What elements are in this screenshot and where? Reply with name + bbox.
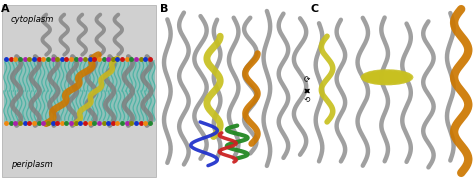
Circle shape xyxy=(378,74,395,81)
Circle shape xyxy=(378,74,395,81)
Circle shape xyxy=(371,75,388,82)
Circle shape xyxy=(393,77,410,83)
Circle shape xyxy=(378,74,395,81)
Circle shape xyxy=(378,74,395,81)
Circle shape xyxy=(376,79,393,85)
Circle shape xyxy=(380,76,397,83)
Circle shape xyxy=(386,70,403,76)
Circle shape xyxy=(382,76,399,83)
Circle shape xyxy=(370,75,387,81)
Circle shape xyxy=(386,78,403,85)
Circle shape xyxy=(387,73,404,80)
Circle shape xyxy=(378,74,395,81)
Text: C: C xyxy=(310,4,319,14)
Circle shape xyxy=(378,74,395,81)
Circle shape xyxy=(386,75,403,82)
Circle shape xyxy=(378,74,395,81)
Circle shape xyxy=(378,74,395,81)
Circle shape xyxy=(378,74,395,81)
Circle shape xyxy=(381,79,398,85)
Circle shape xyxy=(381,69,398,76)
Circle shape xyxy=(378,74,395,81)
Circle shape xyxy=(382,72,399,78)
Circle shape xyxy=(387,74,404,81)
Circle shape xyxy=(378,74,395,81)
Circle shape xyxy=(378,74,395,81)
Circle shape xyxy=(375,72,392,78)
Circle shape xyxy=(378,74,395,81)
Circle shape xyxy=(378,74,395,81)
Circle shape xyxy=(378,74,395,81)
Circle shape xyxy=(371,70,388,76)
Circle shape xyxy=(378,74,395,81)
Circle shape xyxy=(367,78,384,84)
Circle shape xyxy=(371,73,388,79)
FancyBboxPatch shape xyxy=(2,5,156,177)
Text: A: A xyxy=(1,4,9,14)
Circle shape xyxy=(380,72,397,78)
Circle shape xyxy=(370,74,386,81)
Circle shape xyxy=(361,75,378,82)
Circle shape xyxy=(396,75,413,82)
Circle shape xyxy=(384,72,401,79)
Circle shape xyxy=(373,76,390,82)
Circle shape xyxy=(364,71,381,78)
Circle shape xyxy=(396,74,413,81)
Circle shape xyxy=(390,70,407,77)
Circle shape xyxy=(384,76,401,82)
Circle shape xyxy=(371,78,388,85)
Circle shape xyxy=(378,74,395,81)
Text: cytoplasm: cytoplasm xyxy=(11,15,55,23)
Circle shape xyxy=(375,76,392,83)
Circle shape xyxy=(378,74,395,81)
Circle shape xyxy=(370,73,387,80)
Circle shape xyxy=(364,77,381,83)
Circle shape xyxy=(377,76,394,83)
Circle shape xyxy=(396,73,413,79)
Circle shape xyxy=(376,69,393,76)
Circle shape xyxy=(390,78,407,84)
Circle shape xyxy=(378,74,395,81)
Text: periplasm: periplasm xyxy=(11,160,53,169)
Circle shape xyxy=(360,74,377,81)
Text: ⟳: ⟳ xyxy=(304,76,310,85)
FancyBboxPatch shape xyxy=(4,60,155,122)
Circle shape xyxy=(387,75,404,81)
Circle shape xyxy=(378,74,395,81)
Circle shape xyxy=(377,72,394,78)
Text: B: B xyxy=(160,4,169,14)
Circle shape xyxy=(373,72,390,79)
Circle shape xyxy=(378,74,395,81)
Circle shape xyxy=(378,74,395,81)
Circle shape xyxy=(361,73,378,79)
Circle shape xyxy=(367,70,384,77)
Text: ⟲: ⟲ xyxy=(304,94,310,103)
Circle shape xyxy=(386,73,403,79)
Circle shape xyxy=(393,71,410,78)
